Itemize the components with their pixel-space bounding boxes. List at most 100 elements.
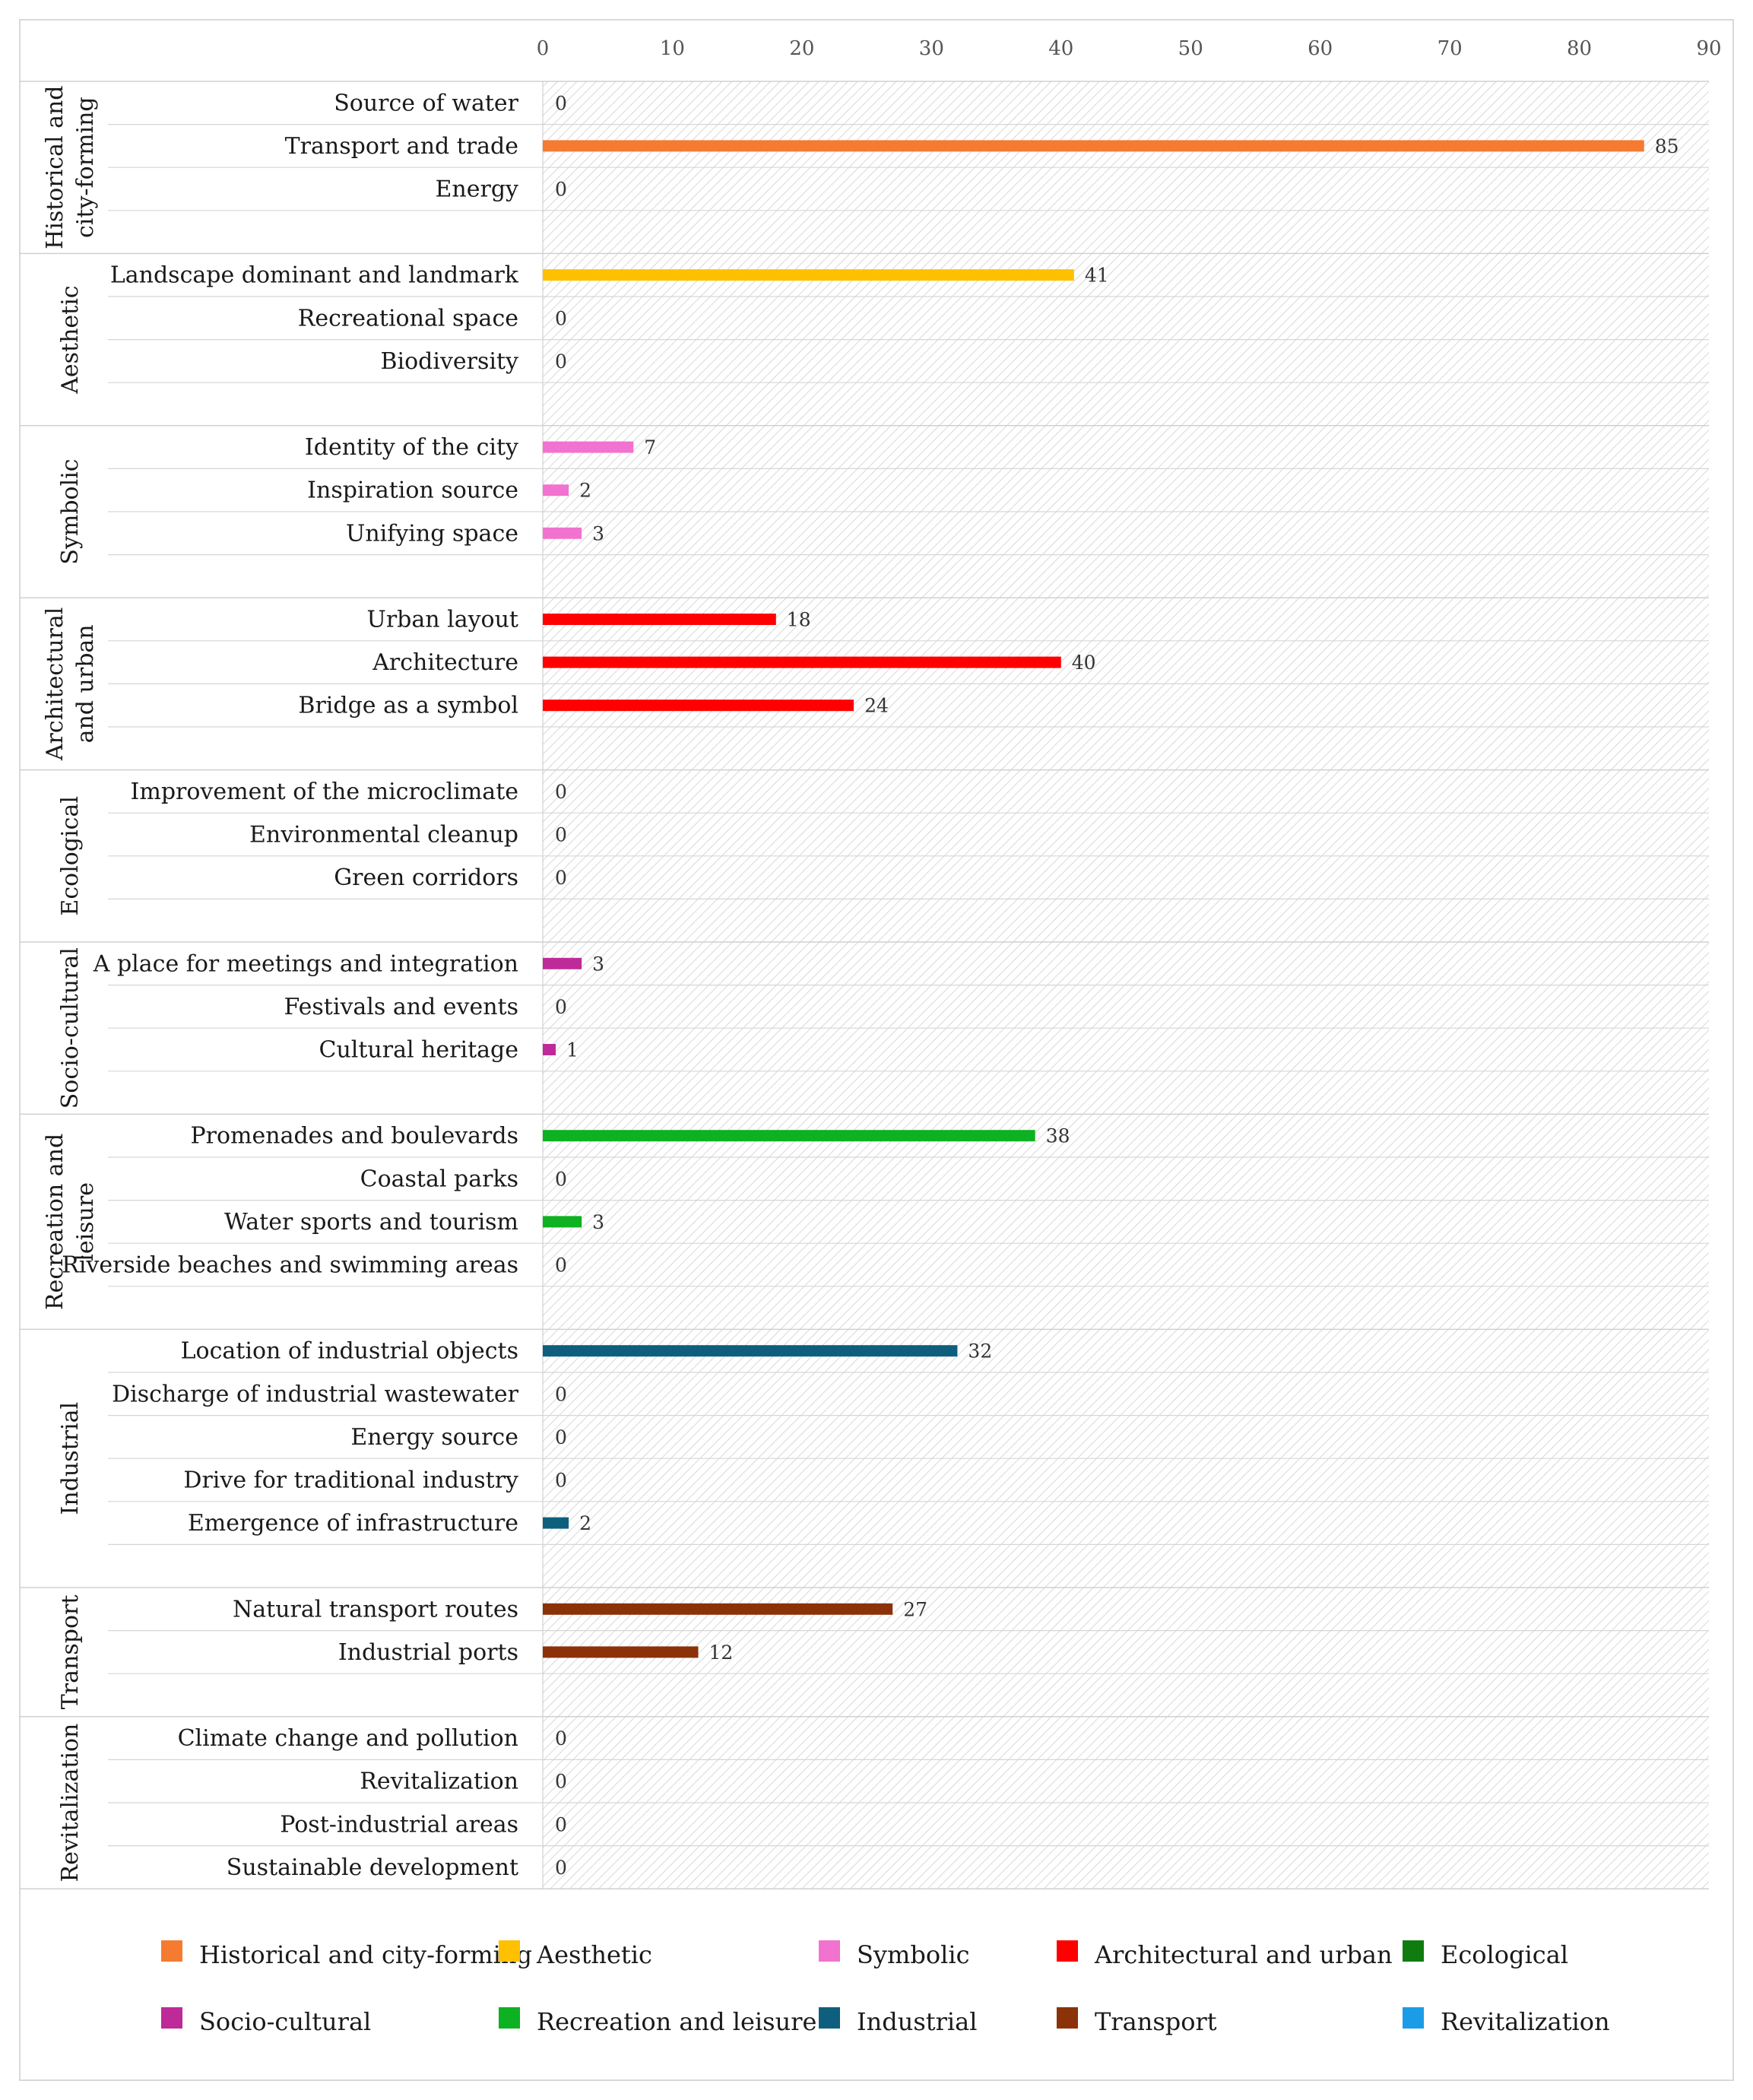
group-label: Historical and city-forming xyxy=(42,85,99,249)
value-label: 1 xyxy=(566,1039,579,1061)
category-label: Architecture xyxy=(372,649,518,676)
x-tick-label: 90 xyxy=(1696,37,1721,60)
value-label: 0 xyxy=(555,867,567,889)
legend-swatch xyxy=(819,1940,840,1962)
category-label: Sustainable development xyxy=(227,1854,518,1881)
value-label: 0 xyxy=(555,179,567,201)
group-label: Recreation and leisure xyxy=(42,1134,99,1310)
legend-swatch xyxy=(499,2007,520,2029)
x-tick-label: 50 xyxy=(1178,37,1203,60)
group-label: Socio-cultural xyxy=(57,947,84,1109)
value-label: 7 xyxy=(644,436,656,458)
category-label: Recreational space xyxy=(298,305,518,331)
legend-label: Historical and city-forming xyxy=(199,1940,532,1969)
row-divider-lines xyxy=(20,81,1709,1889)
category-label: Promenades and boulevards xyxy=(190,1123,518,1150)
value-label: 0 xyxy=(555,1383,567,1405)
category-label: Climate change and pollution xyxy=(178,1725,518,1752)
legend-swatch xyxy=(1057,1940,1078,1962)
legend-swatch xyxy=(1403,1940,1424,1962)
value-label: 3 xyxy=(592,522,604,544)
legend-label: Recreation and leisure xyxy=(537,2007,816,2036)
category-label: Green corridors xyxy=(334,864,518,891)
value-label: 0 xyxy=(555,1168,567,1190)
x-tick-label: 30 xyxy=(919,37,944,60)
bar xyxy=(543,527,582,539)
value-label: 0 xyxy=(555,781,567,803)
group-label: Revitalization xyxy=(57,1724,84,1883)
x-axis-ticks: 0 10 20 30 40 50 60 70 80 90 xyxy=(537,37,1722,60)
value-label: 18 xyxy=(787,609,811,631)
legend-swatch xyxy=(1403,2007,1424,2029)
category-label: Landscape dominant and landmark xyxy=(110,262,519,289)
legend: Historical and city-forming Aesthetic Symb… xyxy=(161,1940,1610,2036)
value-label: 40 xyxy=(1072,652,1096,674)
bar xyxy=(543,1646,699,1658)
legend-swatch xyxy=(1057,2007,1078,2029)
value-label: 41 xyxy=(1085,265,1109,287)
category-label: Improvement of the microclimate xyxy=(131,779,518,805)
value-label: 0 xyxy=(555,1771,567,1793)
legend-label: Socio-cultural xyxy=(199,2007,371,2036)
legend-label: Architectural and urban xyxy=(1094,1940,1393,1969)
category-label: Drive for traditional industry xyxy=(183,1467,518,1494)
category-label: Natural transport routes xyxy=(233,1596,518,1623)
category-label: Emergence of infrastructure xyxy=(188,1510,518,1537)
bar xyxy=(543,1517,569,1529)
value-label: 0 xyxy=(555,824,567,846)
category-label: Biodiversity xyxy=(380,348,518,375)
value-label: 0 xyxy=(555,1426,567,1448)
value-label: 32 xyxy=(968,1340,992,1362)
category-label: Energy xyxy=(436,176,519,203)
category-label: Industrial ports xyxy=(338,1639,518,1666)
group-label: Architectural and urban xyxy=(42,607,99,762)
legend-swatch xyxy=(499,1940,520,1962)
bar xyxy=(543,656,1061,668)
value-label: 0 xyxy=(555,1255,567,1277)
bar xyxy=(543,614,776,625)
category-label: Bridge as a symbol xyxy=(298,693,518,719)
group-label: Ecological xyxy=(57,796,84,916)
value-label: 0 xyxy=(555,1857,567,1879)
bar xyxy=(543,484,569,496)
value-label: 2 xyxy=(579,1512,591,1534)
value-label: 27 xyxy=(903,1598,927,1620)
x-tick-label: 0 xyxy=(537,37,550,60)
legend-label: Ecological xyxy=(1441,1940,1568,1969)
x-tick-label: 60 xyxy=(1308,37,1333,60)
value-label: 3 xyxy=(592,953,604,975)
bar xyxy=(543,1345,958,1357)
category-label: Urban layout xyxy=(367,607,518,633)
category-label: Energy source xyxy=(350,1424,518,1451)
category-label: Coastal parks xyxy=(360,1166,518,1192)
group-label: Transport xyxy=(57,1595,84,1710)
legend-label: Aesthetic xyxy=(536,1940,652,1969)
bar xyxy=(543,140,1644,152)
value-label: 3 xyxy=(592,1211,604,1233)
category-label: Discharge of industrial wastewater xyxy=(112,1381,519,1407)
value-label: 0 xyxy=(555,307,567,329)
category-label: Riverside beaches and swimming areas xyxy=(62,1252,518,1279)
group-labels: Historical and city-forming Aesthetic Symbo… xyxy=(42,85,99,1882)
x-tick-label: 40 xyxy=(1048,37,1073,60)
category-label: Unifying space xyxy=(346,520,518,547)
bar xyxy=(543,957,582,969)
legend-label: Industrial xyxy=(857,2007,977,2036)
category-label: Post-industrial areas xyxy=(280,1811,518,1838)
x-tick-label: 10 xyxy=(660,37,685,60)
value-label: 0 xyxy=(555,1727,567,1749)
value-label: 38 xyxy=(1046,1125,1070,1147)
x-tick-label: 80 xyxy=(1567,37,1592,60)
category-label: Identity of the city xyxy=(305,434,518,461)
category-label: Transport and trade xyxy=(285,133,518,160)
bars xyxy=(543,140,1644,1658)
legend-swatch xyxy=(161,1940,182,1962)
category-label: Revitalization xyxy=(360,1769,518,1795)
legend-swatch xyxy=(161,2007,182,2029)
value-label: 0 xyxy=(555,351,567,373)
legend-swatch xyxy=(819,2007,840,2029)
value-label: 0 xyxy=(555,92,567,114)
category-label: Location of industrial objects xyxy=(181,1338,518,1365)
value-label: 0 xyxy=(555,1813,567,1835)
